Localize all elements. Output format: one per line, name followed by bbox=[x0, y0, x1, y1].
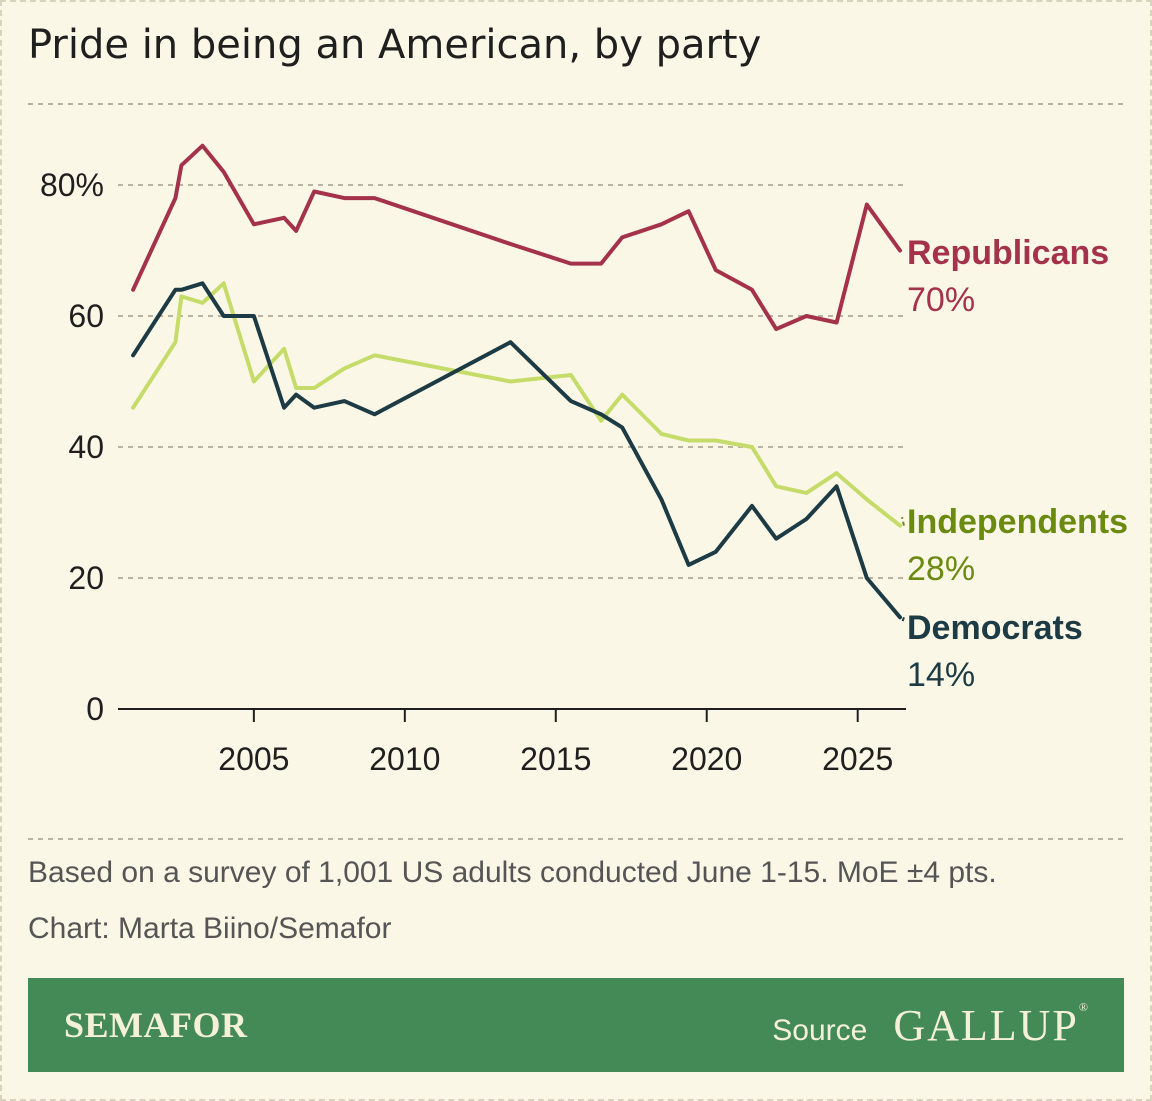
source-label: Source bbox=[772, 1013, 868, 1047]
registered-mark: ® bbox=[1078, 999, 1088, 1014]
x-tick-label: 2020 bbox=[671, 741, 742, 777]
axes: 0 20 40 60 80% 2005 2010 2015 2020 2025 bbox=[40, 167, 906, 777]
series-value-independents: 28% bbox=[907, 550, 975, 588]
survey-note: Based on a survey of 1,001 US adults con… bbox=[28, 856, 997, 889]
line-chart: 0 20 40 60 80% 2005 2010 2015 2020 2025 Republica… bbox=[28, 103, 1128, 777]
label-leader-democrats bbox=[901, 616, 905, 624]
x-tick-label: 2010 bbox=[369, 741, 440, 777]
source: Source GALLUP® bbox=[772, 1000, 1088, 1051]
brand-logo[interactable]: SEMAFOR bbox=[64, 1005, 248, 1045]
series-line-democrats[interactable] bbox=[131, 281, 902, 620]
chart-credit: Chart: Marta Biino/Semafor bbox=[28, 912, 392, 945]
series-value-democrats: 14% bbox=[907, 656, 975, 694]
series-value-republicans: 70% bbox=[907, 281, 975, 319]
y-tick-label: 40 bbox=[68, 429, 104, 465]
series-label-republicans: Republicans bbox=[907, 234, 1109, 272]
y-tick-label: 0 bbox=[86, 691, 104, 727]
x-tick-label: 2025 bbox=[822, 741, 893, 777]
x-tick-label: 2005 bbox=[218, 741, 289, 777]
chart-title: Pride in being an American, by party bbox=[28, 22, 762, 68]
source-logo[interactable]: GALLUP® bbox=[893, 1000, 1088, 1051]
series-labels: Republicans 70% Independents 28% Democrats 14… bbox=[901, 234, 1128, 694]
bottom-rule-wrap bbox=[28, 838, 1124, 840]
footer-bar: SEMAFOR Source GALLUP® bbox=[28, 978, 1124, 1072]
series-label-independents: Independents bbox=[907, 503, 1128, 541]
series-label-democrats: Democrats bbox=[907, 609, 1083, 647]
series-line-republicans[interactable] bbox=[131, 143, 902, 332]
series-lines bbox=[131, 143, 902, 620]
x-tick-label: 2015 bbox=[520, 741, 591, 777]
y-tick-label: 80% bbox=[40, 167, 104, 203]
source-name: GALLUP bbox=[893, 1000, 1079, 1050]
label-leader-independents bbox=[901, 516, 905, 526]
series-line-independents[interactable] bbox=[131, 281, 902, 528]
y-tick-label: 20 bbox=[68, 560, 104, 596]
y-tick-label: 60 bbox=[68, 298, 104, 334]
